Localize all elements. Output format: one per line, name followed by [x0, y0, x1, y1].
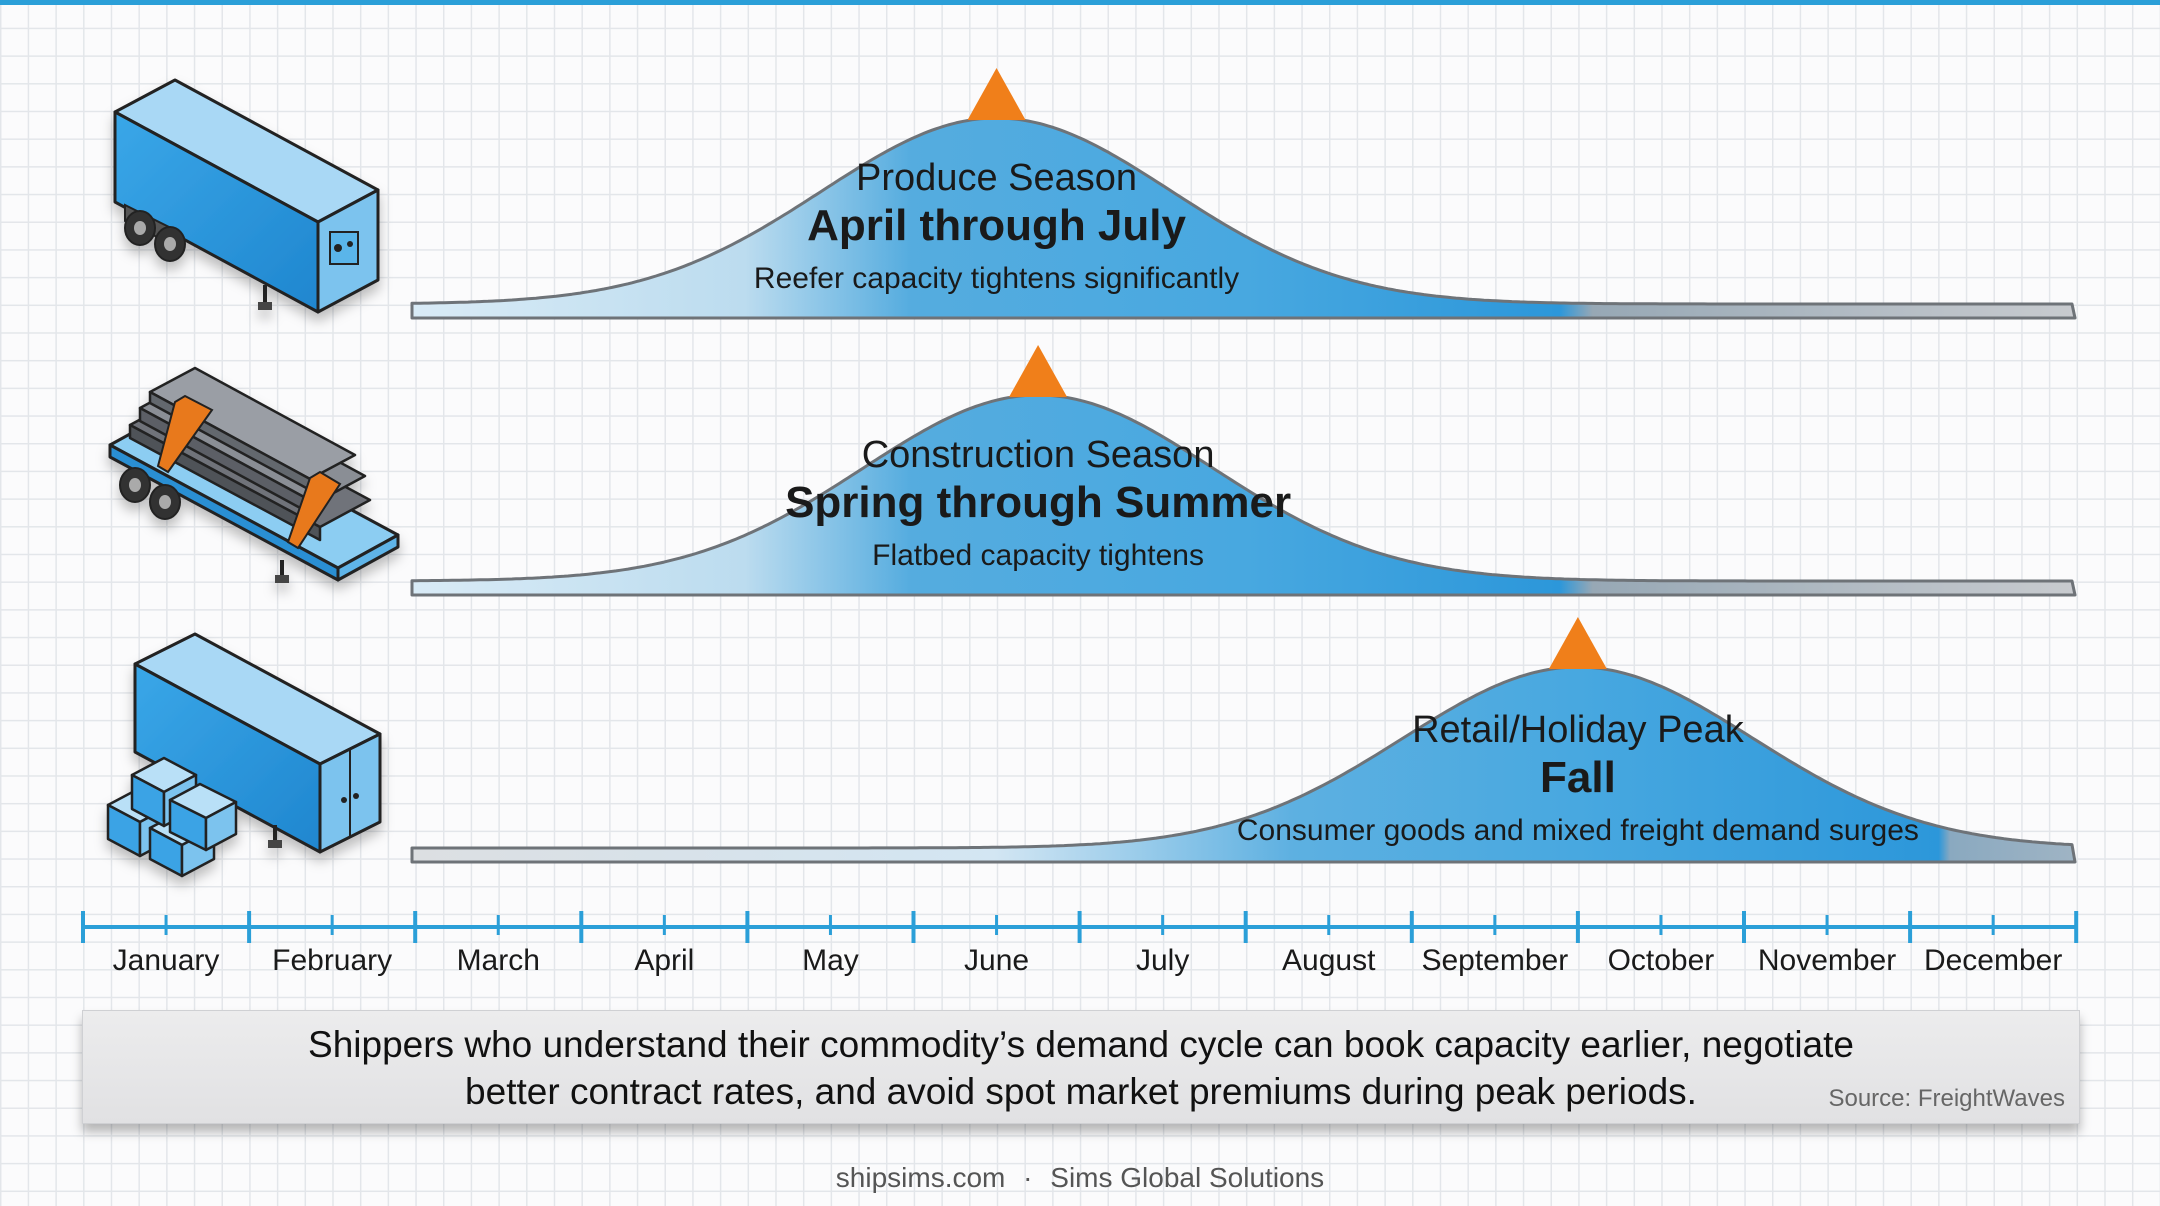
month-label-march: March: [457, 944, 540, 977]
top-accent-bar: [0, 0, 2160, 5]
month-label-december: December: [1924, 944, 2062, 977]
peak-marker-icon: [967, 68, 1026, 120]
season-name: Retail/Holiday Peak: [1412, 709, 1745, 751]
insight-callout: Shippers who understand their commodity’…: [82, 1010, 2080, 1124]
month-label-july: July: [1136, 944, 1189, 977]
peak-marker-icon: [1009, 345, 1068, 397]
callout-text: Shippers who understand their commodity’…: [83, 1021, 2079, 1115]
season-period: Fall: [1540, 753, 1616, 802]
footer-company: Sims Global Solutions: [1050, 1162, 1325, 1193]
season-period: April through July: [807, 201, 1186, 250]
flatbed-trailer-icon: [108, 366, 400, 583]
month-label-october: October: [1608, 944, 1715, 977]
season-period: Spring through Summer: [785, 478, 1291, 527]
footer-separator: ·: [1023, 1162, 1033, 1193]
month-label-june: June: [964, 944, 1029, 977]
month-label-august: August: [1282, 944, 1376, 977]
month-label-january: January: [113, 944, 220, 977]
footer-credit: shipsims.com · Sims Global Solutions: [0, 1162, 2160, 1194]
season-name: Produce Season: [856, 157, 1137, 199]
peak-marker-icon: [1548, 617, 1607, 669]
month-timeline: January February March April May June July Augu…: [81, 911, 2079, 977]
month-label-may: May: [802, 944, 859, 977]
reefer-trailer-icon: [113, 78, 380, 314]
season-note: Flatbed capacity tightens: [872, 539, 1204, 572]
demand-curve-shape: [410, 393, 2077, 597]
source-citation: Source: FreightWaves: [1828, 1085, 2065, 1112]
month-label-february: February: [272, 944, 392, 977]
season-note: Reefer capacity tightens significantly: [754, 262, 1239, 295]
footer-site-link[interactable]: shipsims.com: [835, 1162, 1006, 1193]
callout-line-1: Shippers who understand their commodity’…: [308, 1024, 1854, 1065]
season-name: Construction Season: [862, 434, 1215, 476]
month-label-september: September: [1421, 944, 1568, 977]
dry-van-trailer-icon: [106, 632, 382, 878]
month-label-november: November: [1758, 944, 1896, 977]
month-label-april: April: [634, 944, 694, 977]
callout-line-2: better contract rates, and avoid spot ma…: [465, 1071, 1697, 1112]
demand-curve-shape: [410, 116, 2077, 320]
season-note: Consumer goods and mixed freight demand …: [1237, 814, 1919, 847]
demand-curve-shape: [410, 665, 2077, 864]
